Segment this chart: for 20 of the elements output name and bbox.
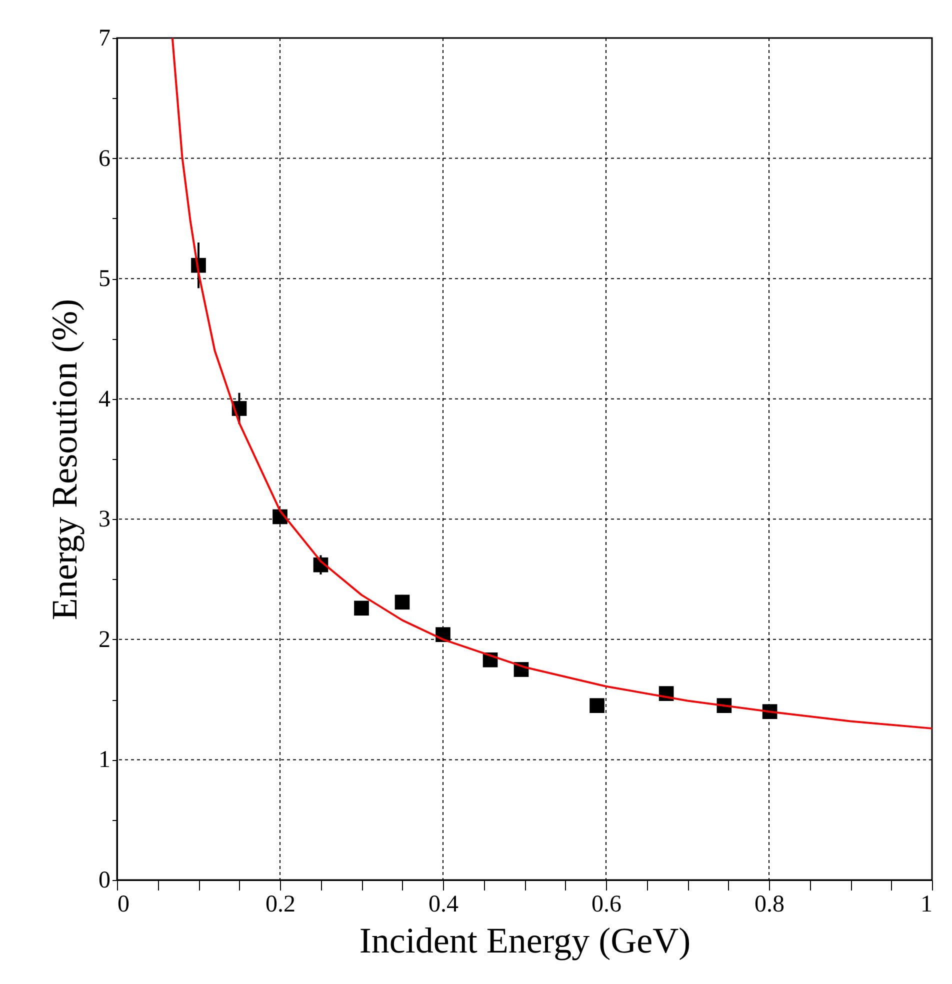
x-tick-label: 0.2 — [266, 892, 296, 918]
y-tick-label: 0 — [98, 868, 110, 894]
x-tick-label: 0.8 — [754, 892, 784, 918]
y-tick-label: 5 — [98, 266, 110, 292]
y-tick-label: 6 — [98, 146, 110, 172]
y-tick-label: 3 — [98, 506, 110, 533]
x-tick-label: 0.4 — [428, 892, 458, 918]
point — [354, 600, 369, 616]
y-tick-label: 4 — [98, 386, 110, 412]
x-tick-label: 0 — [118, 892, 130, 918]
y-tick-label: 7 — [98, 26, 110, 52]
y-axis-title: Energy Resoution (%) — [44, 298, 84, 620]
x-axis-title: Incident Energy (GeV) — [359, 920, 691, 960]
y-tick-label: 1 — [98, 747, 110, 774]
point — [590, 698, 604, 713]
point — [394, 594, 410, 610]
y-tick-label: 2 — [98, 626, 110, 653]
x-tick-label: 0.6 — [592, 892, 622, 918]
line-series — [171, 37, 933, 730]
x-tick-label: 1 — [920, 892, 932, 918]
